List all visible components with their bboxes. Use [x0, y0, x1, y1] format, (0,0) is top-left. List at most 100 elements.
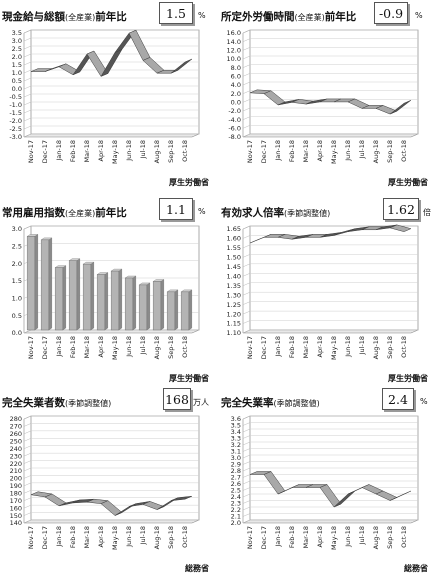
latest-value-box: 168	[163, 388, 191, 410]
gridline-side	[242, 415, 251, 420]
x-tick-label: Jul-18	[139, 336, 147, 355]
gridline-side	[242, 47, 251, 51]
chart: 3.63.53.43.33.23.13.02.92.82.72.62.52.42…	[231, 415, 419, 550]
y-tick-label: 8.0	[231, 64, 241, 72]
x-tick-label: Nov-17	[246, 336, 254, 359]
plot-area: 16.014.012.010.08.06.04.02.00.0-2.0-4.0-…	[227, 29, 419, 164]
gridline-side	[23, 125, 32, 130]
y-tick-label: 1.60	[227, 235, 241, 243]
bar-side	[188, 289, 193, 331]
y-tick-label: 1.40	[227, 272, 241, 280]
latest-value-box: -0.9	[374, 2, 408, 24]
x-tick-label: Mar-18	[83, 526, 91, 548]
y-tick-label: 2.0	[231, 90, 241, 98]
line-segment	[389, 490, 412, 501]
bar	[68, 260, 78, 331]
y-tick-label: 3.0	[12, 225, 22, 233]
gridline-side	[242, 107, 251, 112]
gridline-side	[242, 73, 251, 77]
gridline-side	[242, 291, 251, 296]
x-tick-label: Nov-17	[27, 336, 35, 359]
gridline-side	[242, 506, 251, 511]
x-tick-label: Sep-18	[167, 526, 175, 549]
x-tick-label: Jul-18	[358, 526, 366, 545]
x-tick-label: Mar-18	[83, 140, 91, 162]
gridline-side	[242, 99, 251, 103]
gridline-side	[23, 225, 32, 230]
plot-floor	[242, 519, 419, 524]
y-tick-label: 2.2	[231, 506, 241, 514]
y-tick-label: 16.0	[227, 29, 241, 37]
panel-unemployment-rate: 完全失業率(季節調整値) 2.4 % 3.6 3.5 3.4 3.3 3.2 3.1 3.0…	[219, 386, 434, 576]
y-tick-label: 200	[10, 475, 22, 483]
x-tick-label: Sep-18	[167, 336, 175, 359]
latest-value-box: 2.4	[382, 388, 414, 410]
plot-area: 1.65 1.601.55 1.501.451.40 1.351.30 1.251.20…	[227, 224, 419, 360]
y-tick-label: 3.4	[231, 428, 241, 436]
gridline-side	[23, 467, 32, 472]
y-tick-label: 1.5	[12, 277, 22, 285]
x-tick-label: Aug-18	[372, 336, 380, 359]
y-tick-label: 2.9	[231, 461, 241, 469]
y-tick-label: 1.65	[227, 225, 241, 233]
bar-side	[160, 279, 165, 331]
bar-side	[118, 268, 122, 331]
x-tick-label: May-18	[111, 140, 119, 164]
bar-side	[62, 265, 66, 331]
x-tick-label: Mar-18	[302, 336, 310, 358]
y-tick-label: 1.50	[227, 254, 241, 262]
panel-unemployed-persons: 完全失業者数(季節調整値) 168 万人 280 270 260 250 240 230 2…	[0, 386, 215, 576]
x-tick-label: Mar-18	[302, 526, 310, 548]
gridline-side	[23, 415, 32, 420]
x-tick-label: Apr-18	[97, 140, 105, 161]
gridline-side	[242, 310, 251, 315]
panel-title: 完全失業者数(季節調整値)	[2, 397, 112, 409]
y-tick-label: 3.5	[12, 29, 22, 37]
x-tick-label: Oct-18	[181, 526, 189, 548]
panel-title: 現金給与総額(全産業)前年比	[2, 11, 127, 23]
source-label: 厚生労働省	[169, 178, 209, 187]
unit-label: 倍	[423, 208, 431, 217]
gridline-side	[242, 474, 251, 478]
unit-label: %	[420, 397, 428, 406]
y-tick-label: 170	[10, 497, 22, 505]
x-tick-label: Jun-18	[125, 336, 133, 358]
gridline-side	[242, 125, 251, 129]
y-tick-label: 2.5	[12, 45, 22, 53]
gridline-side	[23, 101, 32, 106]
x-tick-label: Jul-18	[358, 140, 366, 159]
y-tick-label: 0.0	[12, 329, 22, 337]
line-segment	[170, 495, 193, 501]
y-tick-label: 10.0	[227, 55, 241, 63]
x-tick-label: Jan-18	[274, 336, 282, 358]
y-tick-label: 150	[10, 512, 22, 520]
x-tick-label: Aug-18	[153, 140, 161, 163]
y-tick-label: -1.0	[9, 101, 22, 109]
y-tick-label: 2.1	[231, 513, 241, 521]
gridline-side	[242, 493, 251, 498]
bar	[40, 239, 50, 331]
gridline-side	[23, 438, 32, 442]
y-tick-label: 240	[10, 445, 22, 453]
y-tick-label: 1.20	[227, 310, 241, 318]
bar	[124, 277, 134, 331]
gridline-side	[23, 482, 32, 487]
x-tick-label: Oct-18	[181, 140, 189, 162]
gridline-side	[242, 500, 251, 504]
y-tick-label: 2.5	[12, 243, 22, 251]
gridline-side	[23, 490, 32, 494]
bar-side	[132, 275, 137, 331]
x-tick-label: May-18	[111, 336, 119, 360]
gridline-side	[23, 133, 32, 138]
gridline-side	[242, 273, 251, 277]
x-tick-label: May-18	[330, 526, 338, 550]
y-tick-label: 0.0	[12, 85, 22, 93]
gridline-side	[23, 29, 32, 34]
x-tick-label: Oct-18	[181, 336, 189, 358]
y-tick-label: 280	[10, 415, 22, 423]
plot-frame	[249, 225, 419, 331]
bar-side	[34, 234, 38, 331]
y-tick-label: 12.0	[227, 47, 241, 55]
gridline-side	[242, 320, 251, 324]
gridline-side	[23, 460, 32, 464]
